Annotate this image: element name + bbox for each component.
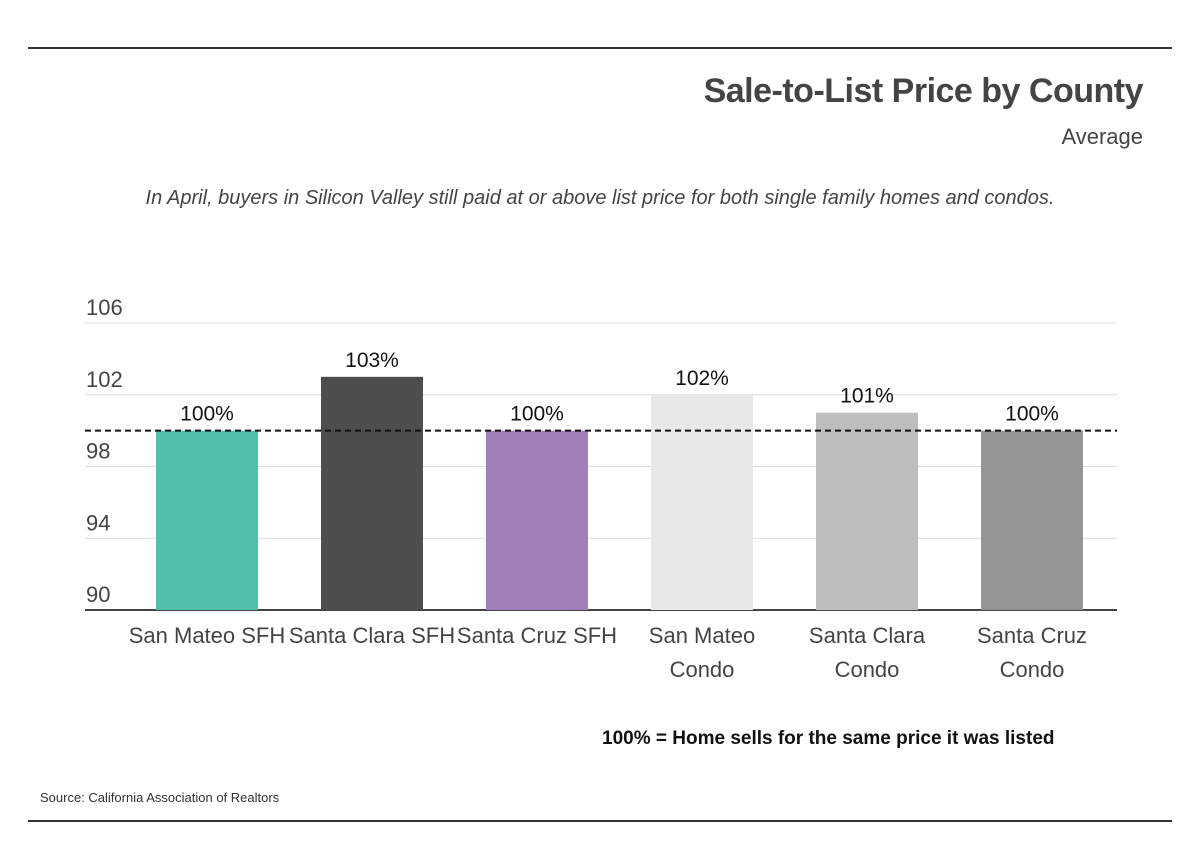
y-tick-label: 98 — [86, 439, 110, 464]
data-label: 103% — [345, 349, 399, 372]
x-tick-label: Condo — [670, 657, 735, 682]
bottom-rule — [28, 820, 1172, 822]
source-note: Source: California Association of Realto… — [40, 790, 280, 805]
x-tick-label: Santa Cruz SFH — [457, 623, 617, 648]
bar — [156, 430, 258, 610]
x-tick-label: Santa Clara SFH — [289, 623, 455, 648]
x-tick-label: San Mateo — [649, 623, 755, 648]
y-tick-label: 102 — [86, 367, 123, 392]
x-tick-label: Condo — [835, 657, 900, 682]
x-tick-label: Santa Cruz — [977, 623, 1087, 648]
data-label: 100% — [180, 403, 234, 426]
bar — [981, 430, 1083, 610]
x-tick-label: Condo — [1000, 657, 1065, 682]
data-label: 101% — [840, 385, 894, 408]
chart-subtitle: Average — [1061, 124, 1143, 149]
x-tick-label: Santa Clara — [809, 623, 926, 648]
y-tick-label: 90 — [86, 582, 110, 607]
data-label: 100% — [510, 403, 564, 426]
x-tick-label: San Mateo SFH — [129, 623, 286, 648]
top-rule — [28, 47, 1172, 49]
bar — [651, 394, 753, 610]
bar — [321, 376, 423, 610]
bar-chart: 90 94 98 102 106 100% San Mateo SFH 103% Santa C… — [85, 295, 1117, 682]
bar — [816, 412, 918, 610]
y-tick-label: 106 — [86, 295, 123, 320]
bar — [486, 430, 588, 610]
data-label: 102% — [675, 367, 729, 390]
chart-caption: In April, buyers in Silicon Valley still… — [145, 187, 1055, 209]
data-label: 100% — [1005, 403, 1059, 426]
chart-title: Sale-to-List Price by County — [703, 72, 1144, 110]
reference-note: 100% = Home sells for the same price it … — [602, 728, 1055, 749]
y-tick-label: 94 — [86, 510, 110, 535]
